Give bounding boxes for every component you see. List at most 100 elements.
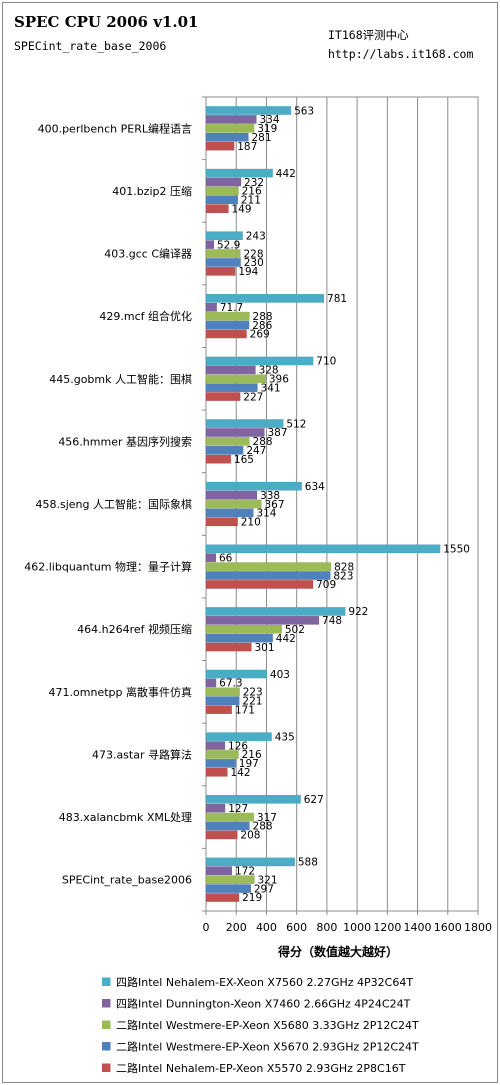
data-label: 403: [270, 669, 290, 681]
bar: [205, 365, 256, 375]
data-label: 221: [242, 695, 262, 707]
bar: [205, 678, 217, 688]
x-tick-label: 600: [286, 921, 307, 934]
data-label: 387: [267, 427, 287, 439]
bar: [205, 195, 239, 205]
legend-swatch: [102, 1042, 111, 1051]
legend-entry: 四路Intel Nehalem-EX-Xeon X7560 2.27GHz 4P…: [116, 976, 413, 989]
data-label: 442: [276, 168, 296, 180]
category-label: 401.bzip2 压缩: [112, 185, 192, 198]
data-label: 172: [235, 866, 255, 878]
category-label: 400.perlbench PERL编程语言: [38, 121, 192, 135]
bar: [205, 293, 325, 303]
legend-entry: 二路Intel Nehalem-EP-Xeon X5570 2.93GHz 2P…: [116, 1062, 406, 1075]
data-label: 288: [253, 436, 273, 448]
data-label: 367: [264, 499, 284, 511]
x-tick-label: 1600: [434, 921, 462, 934]
bar: [205, 544, 441, 554]
legend-entry: 四路Intel Dunnington-Xeon X7460 2.66GHz 4P…: [116, 998, 411, 1011]
bar: [205, 186, 239, 196]
data-label: 512: [286, 418, 306, 430]
bar: [205, 329, 247, 339]
bar: [205, 633, 274, 643]
legend-entry: 二路Intel Westmere-EP-Xeon X5670 2.93GHz 2…: [116, 1041, 419, 1054]
data-label: 502: [285, 624, 305, 636]
data-label: 127: [228, 803, 248, 815]
category-label: 464.h264ref 视频压缩: [77, 622, 192, 636]
data-label: 435: [275, 731, 295, 743]
bar: [205, 830, 238, 840]
bar: [205, 669, 268, 679]
data-label: 208: [240, 830, 260, 842]
data-label: 563: [294, 105, 314, 117]
bar: [205, 383, 258, 393]
x-tick-label: 800: [316, 921, 337, 934]
data-label: 71.7: [220, 302, 243, 314]
bar: [205, 687, 240, 697]
bar: [205, 266, 236, 276]
data-label: 710: [316, 356, 336, 368]
bar: [205, 758, 237, 768]
category-label: 473.astar 寻路算法: [92, 747, 192, 761]
legend-swatch: [102, 1063, 111, 1072]
category-label: SPECint_rate_base2006: [62, 874, 192, 887]
bar: [205, 302, 218, 312]
data-label: 286: [252, 320, 272, 332]
legend-swatch: [102, 1020, 111, 1029]
bar: [205, 132, 249, 142]
data-label: 228: [243, 248, 263, 260]
category-label: 445.gobmk 人工智能：围棋: [49, 372, 192, 386]
category-label: 456.hmmer 基因序列搜索: [58, 434, 192, 448]
category-label: 483.xalancbmk XML处理: [59, 811, 192, 824]
data-label: 149: [232, 203, 252, 215]
bar: [205, 562, 332, 572]
bar: [205, 177, 242, 187]
legend-entry: 二路Intel Westmere-EP-Xeon X5680 3.33GHz 2…: [116, 1019, 419, 1032]
bar: [205, 114, 257, 124]
data-label: 288: [253, 311, 273, 323]
data-label: 828: [334, 561, 354, 573]
data-label: 216: [242, 186, 262, 198]
bar: [205, 392, 241, 402]
x-tick-label: 200: [226, 921, 247, 934]
bar: [205, 741, 226, 751]
bar: [205, 705, 233, 715]
category-label: 462.libquantum 物理：量子计算: [24, 560, 192, 574]
bar: [205, 615, 320, 625]
bar: [205, 857, 296, 867]
data-label: 247: [246, 445, 266, 457]
data-label: 243: [246, 230, 266, 242]
data-label: 223: [243, 687, 263, 699]
bar: [205, 419, 284, 429]
data-label: 922: [348, 606, 368, 618]
data-label: 334: [259, 114, 279, 126]
bar: [205, 624, 283, 634]
data-label: 288: [253, 821, 273, 833]
bar: [205, 553, 217, 563]
bar: [205, 696, 240, 706]
data-label: 781: [327, 293, 347, 305]
data-label: 194: [238, 266, 258, 278]
data-label: 627: [304, 794, 324, 806]
bar: [205, 875, 255, 885]
x-tick-label: 1800: [464, 921, 492, 934]
data-label: 341: [261, 382, 281, 394]
data-label: 709: [316, 579, 336, 591]
bar: [205, 249, 241, 259]
bar: [205, 257, 242, 267]
bar: [205, 427, 265, 437]
bar: [205, 508, 254, 518]
bar: [205, 821, 250, 831]
data-label: 314: [256, 508, 276, 520]
data-label: 588: [298, 857, 318, 869]
bar: [205, 579, 314, 589]
data-label: 1550: [443, 544, 470, 556]
bar: [205, 517, 238, 527]
x-tick-label: 1400: [404, 921, 432, 934]
x-tick-label: 1000: [343, 921, 371, 934]
x-axis-label: 得分（数值越大越好）: [277, 944, 398, 959]
data-label: 317: [257, 812, 277, 824]
chart-subtitle: SPECint_rate_base_2006: [14, 39, 167, 53]
data-label: 165: [234, 454, 254, 466]
bar: [205, 123, 255, 133]
